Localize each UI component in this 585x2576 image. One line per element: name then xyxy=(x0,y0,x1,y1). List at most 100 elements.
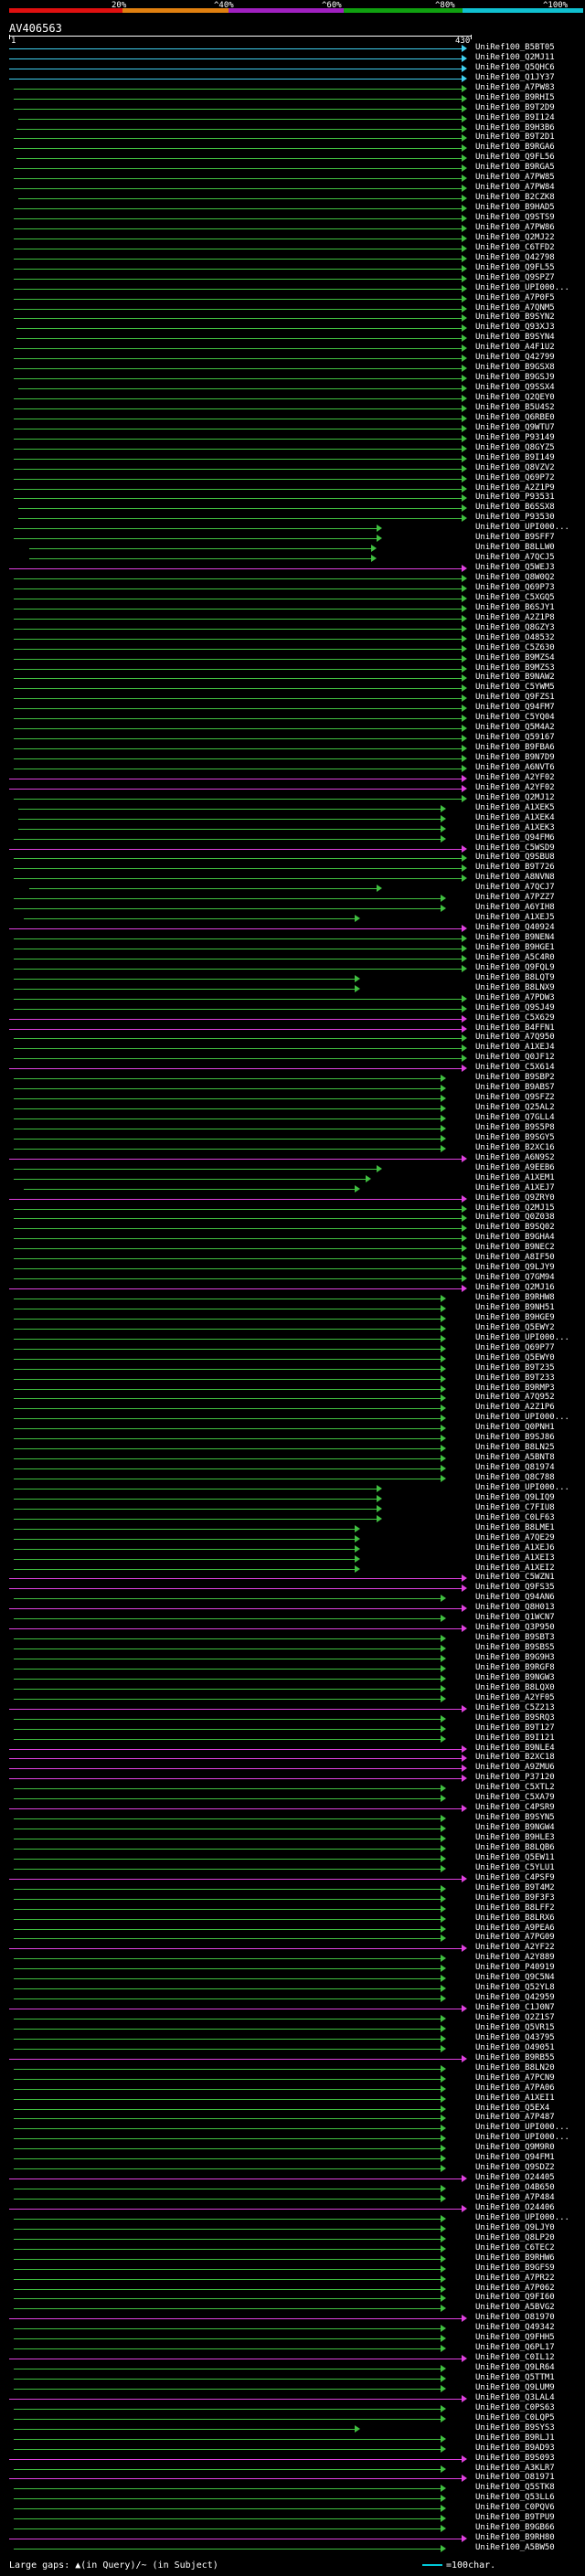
hit-label[interactable]: UniRef100_B9RLJ1 xyxy=(475,2433,555,2443)
hit-row[interactable]: UniRef100_O24406 xyxy=(0,2203,585,2214)
hit-row[interactable]: UniRef100_B9RB55 xyxy=(0,2053,585,2064)
hit-label[interactable]: UniRef100_Q5EX4 xyxy=(475,2103,550,2113)
hit-label[interactable]: UniRef100_Q9SBU8 xyxy=(475,853,555,863)
hit-row[interactable]: UniRef100_B9NEN4 xyxy=(0,933,585,944)
hit-row[interactable]: UniRef100_B9T127 xyxy=(0,1723,585,1734)
hit-label[interactable]: UniRef100_A1XEJ5 xyxy=(475,913,555,923)
hit-label[interactable]: UniRef100_A7PW84 xyxy=(475,183,555,193)
hit-label[interactable]: UniRef100_Q81974 xyxy=(475,1463,555,1473)
hit-label[interactable]: UniRef100_A1XEJ6 xyxy=(475,1542,555,1553)
hit-label[interactable]: UniRef100_B9G9H3 xyxy=(475,1653,555,1663)
hit-row[interactable]: UniRef100_C5X629 xyxy=(0,1013,585,1024)
hit-label[interactable]: UniRef100_Q9LJY9 xyxy=(475,1263,555,1273)
hit-label[interactable]: UniRef100_A9PEA6 xyxy=(475,1923,555,1933)
hit-label[interactable]: UniRef100_Q5QHC6 xyxy=(475,62,555,72)
hit-label[interactable]: UniRef100_C4PSF9 xyxy=(475,1872,555,1882)
hit-label[interactable]: UniRef100_B9SYS3 xyxy=(475,2422,555,2433)
hit-label[interactable]: UniRef100_B9SFF7 xyxy=(475,533,555,543)
hit-row[interactable]: UniRef100_B9HGE1 xyxy=(0,943,585,954)
hit-label[interactable]: UniRef100_A7PDW3 xyxy=(475,992,555,1002)
hit-row[interactable]: UniRef100_B9I121 xyxy=(0,1733,585,1744)
hit-label[interactable]: UniRef100_B9SBS5 xyxy=(475,1643,555,1653)
hit-row[interactable]: UniRef100_Q49342 xyxy=(0,2323,585,2334)
hit-row[interactable]: UniRef100_B9RHI5 xyxy=(0,93,585,104)
hit-row[interactable]: UniRef100_A7PG09 xyxy=(0,1933,585,1944)
hit-label[interactable]: UniRef100_B8LRX6 xyxy=(475,1913,555,1923)
hit-row[interactable]: UniRef100_C6TFD2 xyxy=(0,243,585,254)
hit-label[interactable]: UniRef100_B8LME1 xyxy=(475,1522,555,1532)
hit-row[interactable]: UniRef100_B8LLW0 xyxy=(0,543,585,554)
hit-label[interactable]: UniRef100_Q5STK8 xyxy=(475,2483,555,2493)
hit-row[interactable]: UniRef100_Q5QHC6 xyxy=(0,62,585,74)
hit-label[interactable]: UniRef100_A2YF02 xyxy=(475,772,555,782)
hit-label[interactable]: UniRef100_Q53LL6 xyxy=(475,2493,555,2503)
hit-row[interactable]: UniRef100_B9TPU9 xyxy=(0,2513,585,2524)
hit-row[interactable]: UniRef100_Q9SBU8 xyxy=(0,853,585,864)
hit-row[interactable]: UniRef100_Q9C5N4 xyxy=(0,1973,585,1984)
hit-label[interactable]: UniRef100_B9T4M2 xyxy=(475,1882,555,1892)
hit-row[interactable]: UniRef100_B8LME1 xyxy=(0,1522,585,1534)
hit-row[interactable]: UniRef100_A1XEI1 xyxy=(0,2094,585,2104)
hit-row[interactable]: UniRef100_A2YF02 xyxy=(0,772,585,784)
hit-row[interactable]: UniRef100_A5BW50 xyxy=(0,2543,585,2554)
hit-row[interactable]: UniRef100_Q9SDZ2 xyxy=(0,2163,585,2174)
hit-row[interactable]: UniRef100_UPI000... xyxy=(0,523,585,534)
hit-row[interactable]: UniRef100_Q5EWY0 xyxy=(0,1353,585,1364)
hit-row[interactable]: UniRef100_B9AD93 xyxy=(0,2443,585,2454)
hit-label[interactable]: UniRef100_Q9LIQ9 xyxy=(475,1492,555,1502)
hit-label[interactable]: UniRef100_B9RHW6 xyxy=(475,2253,555,2263)
hit-row[interactable]: UniRef100_A2Z1P6 xyxy=(0,1403,585,1414)
hit-row[interactable]: UniRef100_P93149 xyxy=(0,433,585,444)
hit-label[interactable]: UniRef100_P93530 xyxy=(475,513,555,523)
hit-label[interactable]: UniRef100_Q40924 xyxy=(475,923,555,933)
hit-row[interactable]: UniRef100_B8LQT9 xyxy=(0,972,585,984)
hit-label[interactable]: UniRef100_A7P487 xyxy=(475,2113,555,2123)
hit-row[interactable]: UniRef100_B9ABS7 xyxy=(0,1083,585,1094)
hit-row[interactable]: UniRef100_B4FFN1 xyxy=(0,1023,585,1034)
hit-row[interactable]: UniRef100_B9T2D1 xyxy=(0,133,585,143)
hit-row[interactable]: UniRef100_A9EEB6 xyxy=(0,1163,585,1174)
hit-label[interactable]: UniRef100_A1XEI2 xyxy=(475,1563,555,1573)
hit-label[interactable]: UniRef100_Q42798 xyxy=(475,252,555,262)
hit-row[interactable]: UniRef100_B8LQX0 xyxy=(0,1683,585,1694)
hit-row[interactable]: UniRef100_A1XEJ4 xyxy=(0,1043,585,1054)
hit-label[interactable]: UniRef100_B2CZK8 xyxy=(475,193,555,203)
hit-label[interactable]: UniRef100_C5YWM5 xyxy=(475,683,555,693)
hit-row[interactable]: UniRef100_A3KLR7 xyxy=(0,2463,585,2475)
hit-row[interactable]: UniRef100_C5WSD9 xyxy=(0,843,585,854)
hit-row[interactable]: UniRef100_Q3LAL4 xyxy=(0,2393,585,2404)
hit-label[interactable]: UniRef100_B9NH51 xyxy=(475,1302,555,1312)
hit-label[interactable]: UniRef100_B9I149 xyxy=(475,452,555,462)
hit-label[interactable]: UniRef100_B8LN25 xyxy=(475,1443,555,1453)
hit-label[interactable]: UniRef100_B9GFS9 xyxy=(475,2263,555,2273)
hit-label[interactable]: UniRef100_O24405 xyxy=(475,2173,555,2183)
hit-row[interactable]: UniRef100_A7P0F5 xyxy=(0,293,585,304)
hit-label[interactable]: UniRef100_A7PW85 xyxy=(475,173,555,183)
hit-label[interactable]: UniRef100_Q9FZS1 xyxy=(475,693,555,703)
hit-label[interactable]: UniRef100_A3KLR7 xyxy=(475,2463,555,2473)
hit-label[interactable]: UniRef100_UPI000... xyxy=(475,2133,569,2143)
hit-label[interactable]: UniRef100_A7QE29 xyxy=(475,1532,555,1542)
hit-row[interactable]: UniRef100_Q52YL8 xyxy=(0,1983,585,1994)
hit-row[interactable]: UniRef100_B9T235 xyxy=(0,1363,585,1374)
hit-label[interactable]: UniRef100_P40919 xyxy=(475,1963,555,1973)
hit-label[interactable]: UniRef100_A7Q952 xyxy=(475,1393,555,1403)
hit-row[interactable]: UniRef100_B9T2D9 xyxy=(0,103,585,114)
hit-label[interactable]: UniRef100_A9ZMU6 xyxy=(475,1763,555,1773)
hit-row[interactable]: UniRef100_B9N7D9 xyxy=(0,753,585,764)
hit-label[interactable]: UniRef100_A7P062 xyxy=(475,2283,555,2293)
hit-row[interactable]: UniRef100_B8LQB6 xyxy=(0,1843,585,1854)
hit-label[interactable]: UniRef100_A7PZZ7 xyxy=(475,893,555,903)
hit-label[interactable]: UniRef100_Q2MJ12 xyxy=(475,792,555,802)
hit-row[interactable]: UniRef100_B2XC18 xyxy=(0,1753,585,1764)
hit-label[interactable]: UniRef100_P93531 xyxy=(475,493,555,503)
hit-label[interactable]: UniRef100_B9RMP3 xyxy=(475,1383,555,1393)
hit-row[interactable]: UniRef100_Q5STK8 xyxy=(0,2483,585,2494)
hit-row[interactable]: UniRef100_C0PS63 xyxy=(0,2403,585,2414)
hit-row[interactable]: UniRef100_C4PSR9 xyxy=(0,1803,585,1814)
hit-row[interactable]: UniRef100_B9G9H3 xyxy=(0,1653,585,1664)
hit-row[interactable]: UniRef100_Q9FL56 xyxy=(0,153,585,164)
hit-label[interactable]: UniRef100_Q94AN6 xyxy=(475,1593,555,1603)
hit-row[interactable]: UniRef100_A7P062 xyxy=(0,2283,585,2295)
hit-label[interactable]: UniRef100_B8LQT9 xyxy=(475,972,555,982)
